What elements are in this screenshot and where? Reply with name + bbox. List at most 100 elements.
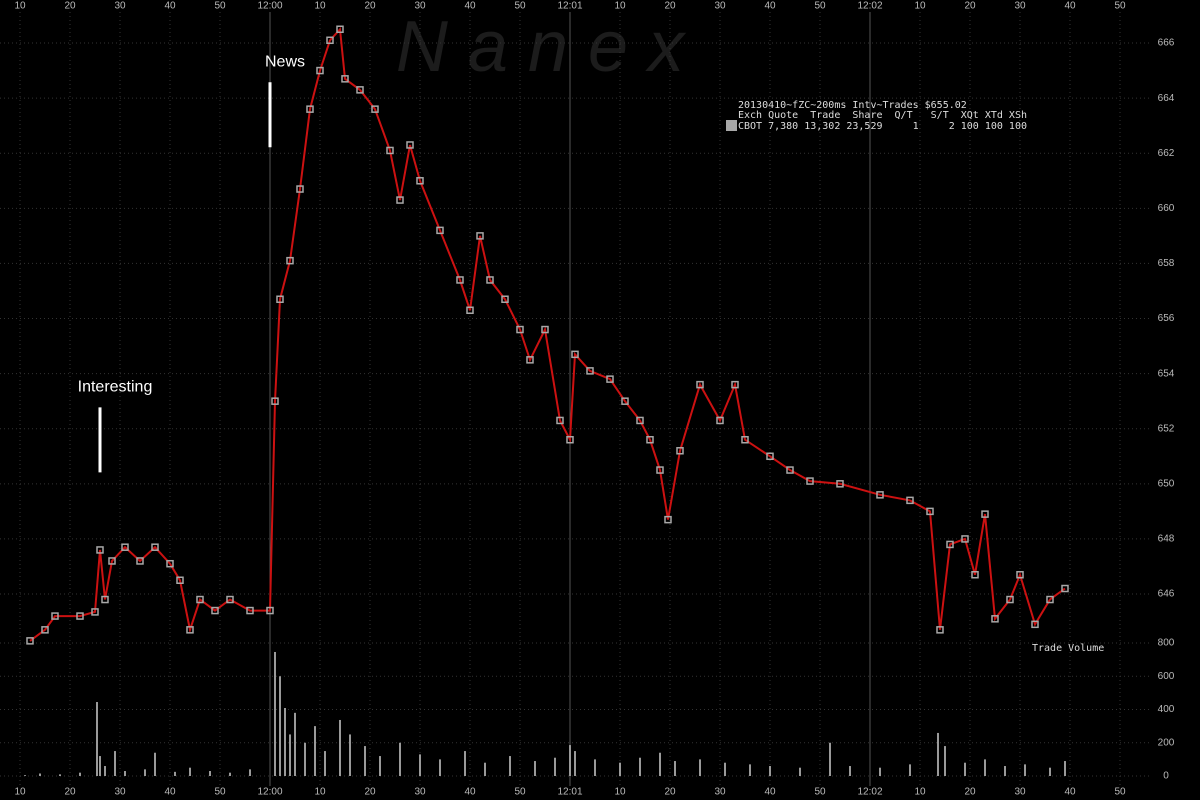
volume-bar <box>324 751 326 776</box>
x-tick-label-bottom: 30 <box>414 787 426 798</box>
volume-bar <box>279 676 281 776</box>
trade-marker <box>501 295 509 303</box>
trade-marker <box>926 507 934 516</box>
trade-marker <box>466 306 474 315</box>
x-tick-label-bottom: 50 <box>1114 787 1126 798</box>
trade-marker <box>676 447 684 455</box>
trade-marker <box>516 325 524 334</box>
volume-bar <box>419 754 421 776</box>
y-tick-label: 646 <box>1158 589 1175 600</box>
x-tick-label-top: 10 <box>914 1 926 12</box>
volume-bar <box>1024 764 1026 776</box>
trade-marker <box>716 416 724 425</box>
x-tick-label-bottom: 40 <box>164 787 176 798</box>
info-swatch <box>726 120 737 131</box>
volume-tick-label: 400 <box>1158 704 1175 715</box>
x-tick-label-top: 40 <box>764 1 776 12</box>
trade-marker <box>486 276 494 284</box>
y-tick-label: 658 <box>1158 258 1175 269</box>
trade-marker <box>646 435 654 444</box>
trade-marker <box>151 543 159 551</box>
x-tick-label-top: 20 <box>664 1 676 12</box>
trade-marker <box>936 626 944 634</box>
trade-marker <box>186 626 194 634</box>
trade-marker <box>76 612 84 620</box>
volume-bar <box>154 752 156 776</box>
volume-bar <box>189 767 191 776</box>
volume-bar <box>1064 761 1066 776</box>
trade-marker <box>741 435 749 444</box>
volume-bar <box>284 708 286 776</box>
trade-marker <box>386 146 394 155</box>
trade-marker <box>266 606 274 615</box>
x-tick-label-top: 12:00 <box>257 1 282 12</box>
trade-marker <box>416 177 424 185</box>
trade-marker <box>836 480 844 488</box>
y-tick-label: 654 <box>1158 368 1175 379</box>
trade-marker <box>586 367 594 375</box>
volume-bar <box>289 734 291 776</box>
x-tick-label-top: 12:02 <box>857 1 882 12</box>
volume-bar <box>364 746 366 776</box>
x-tick-label-top: 10 <box>314 1 326 12</box>
volume-bar <box>769 766 771 776</box>
x-tick-label-top: 50 <box>1114 1 1126 12</box>
volume-bar <box>304 742 306 776</box>
volume-bar <box>439 759 441 776</box>
volume-bar <box>124 771 126 776</box>
trade-marker <box>306 105 314 113</box>
trade-marker <box>246 606 254 615</box>
trade-marker <box>336 25 344 33</box>
x-tick-label-top: 20 <box>964 1 976 12</box>
trade-marker <box>96 546 104 554</box>
trade-marker <box>1046 595 1054 604</box>
x-tick-label-bottom: 10 <box>14 787 26 798</box>
volume-bar <box>594 759 596 776</box>
volume-bar <box>509 756 511 776</box>
trade-marker <box>981 510 989 518</box>
x-tick-label-bottom: 20 <box>64 787 76 798</box>
trade-marker <box>316 66 324 75</box>
trade-marker <box>136 557 144 565</box>
volume-bar <box>1049 767 1051 776</box>
info-row: CBOT 7,380 13,302 23,529 1 2 100 100 100 <box>738 121 1027 132</box>
trade-marker <box>1006 595 1014 604</box>
trade-marker <box>406 141 414 149</box>
volume-bar <box>39 773 41 776</box>
x-tick-label-bottom: 20 <box>364 787 376 798</box>
trade-marker <box>636 416 644 425</box>
x-tick-label-top: 20 <box>64 1 76 12</box>
volume-bar <box>699 759 701 776</box>
volume-bar <box>674 761 676 776</box>
volume-bar <box>104 766 106 776</box>
volume-bar <box>829 742 831 776</box>
volume-bar <box>554 757 556 776</box>
x-tick-label-bottom: 12:02 <box>857 787 882 798</box>
x-tick-label-top: 40 <box>164 1 176 12</box>
volume-bar <box>209 771 211 776</box>
volume-bar <box>229 772 231 776</box>
trade-marker <box>961 535 969 543</box>
info-title: 20130410~fZC~200ms Intv~Trades $655.02 <box>738 100 967 111</box>
x-tick-label-top: 30 <box>714 1 726 12</box>
trade-marker <box>946 540 954 549</box>
y-tick-label: 656 <box>1158 313 1175 324</box>
trade-marker <box>656 466 664 474</box>
y-tick-label: 652 <box>1158 423 1175 434</box>
volume-title: Trade Volume <box>1032 643 1104 654</box>
x-tick-label-bottom: 50 <box>214 787 226 798</box>
trade-marker <box>356 86 364 94</box>
volume-bar <box>724 762 726 776</box>
annotation-text: Interesting <box>78 379 153 396</box>
trade-marker <box>806 477 814 485</box>
volume-bar <box>619 762 621 776</box>
volume-bar <box>114 751 116 776</box>
trade-marker <box>786 466 794 474</box>
annotation-text: News <box>265 54 305 71</box>
x-tick-label-bottom: 50 <box>514 787 526 798</box>
volume-bar <box>944 746 946 776</box>
x-tick-label-top: 50 <box>814 1 826 12</box>
volume-bar <box>659 752 661 776</box>
volume-bar <box>849 766 851 776</box>
